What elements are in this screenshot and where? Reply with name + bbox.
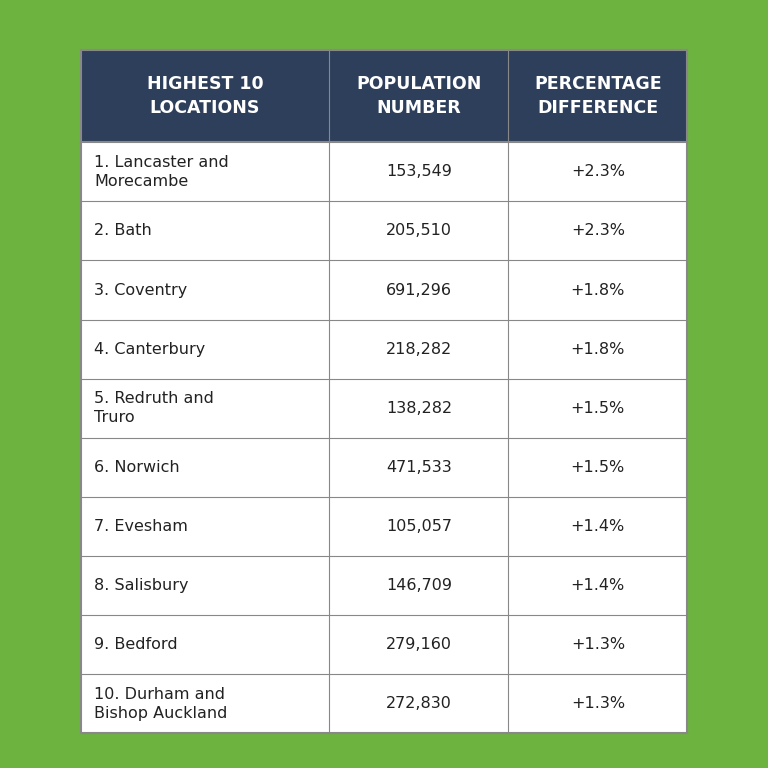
Text: 6. Norwich: 6. Norwich xyxy=(94,460,180,475)
Text: 691,296: 691,296 xyxy=(386,283,452,297)
Text: 7. Evesham: 7. Evesham xyxy=(94,519,188,534)
Text: PERCENTAGE
DIFFERENCE: PERCENTAGE DIFFERENCE xyxy=(534,75,662,117)
Text: HIGHEST 10
LOCATIONS: HIGHEST 10 LOCATIONS xyxy=(147,75,263,117)
Text: +1.5%: +1.5% xyxy=(571,401,625,415)
Text: +2.3%: +2.3% xyxy=(571,223,625,238)
Text: 105,057: 105,057 xyxy=(386,519,452,534)
Text: 9. Bedford: 9. Bedford xyxy=(94,637,178,652)
Text: 205,510: 205,510 xyxy=(386,223,452,238)
Text: +1.8%: +1.8% xyxy=(571,283,625,297)
Text: 4. Canterbury: 4. Canterbury xyxy=(94,342,206,356)
Text: 1. Lancaster and
Morecambe: 1. Lancaster and Morecambe xyxy=(94,155,229,189)
Text: 3. Coventry: 3. Coventry xyxy=(94,283,187,297)
Text: 5. Redruth and
Truro: 5. Redruth and Truro xyxy=(94,392,214,425)
Text: 272,830: 272,830 xyxy=(386,697,452,711)
Text: +1.5%: +1.5% xyxy=(571,460,625,475)
Text: 2. Bath: 2. Bath xyxy=(94,223,152,238)
Text: POPULATION
NUMBER: POPULATION NUMBER xyxy=(356,75,482,117)
Text: 218,282: 218,282 xyxy=(386,342,452,356)
Text: 279,160: 279,160 xyxy=(386,637,452,652)
Text: 153,549: 153,549 xyxy=(386,164,452,179)
Text: 8. Salisbury: 8. Salisbury xyxy=(94,578,189,593)
Text: +1.8%: +1.8% xyxy=(571,342,625,356)
Text: +1.3%: +1.3% xyxy=(571,697,625,711)
Text: 146,709: 146,709 xyxy=(386,578,452,593)
Text: 10. Durham and
Bishop Auckland: 10. Durham and Bishop Auckland xyxy=(94,687,228,720)
Text: +1.3%: +1.3% xyxy=(571,637,625,652)
Text: +2.3%: +2.3% xyxy=(571,164,625,179)
Text: 138,282: 138,282 xyxy=(386,401,452,415)
Text: +1.4%: +1.4% xyxy=(571,578,625,593)
Text: 471,533: 471,533 xyxy=(386,460,452,475)
Text: +1.4%: +1.4% xyxy=(571,519,625,534)
